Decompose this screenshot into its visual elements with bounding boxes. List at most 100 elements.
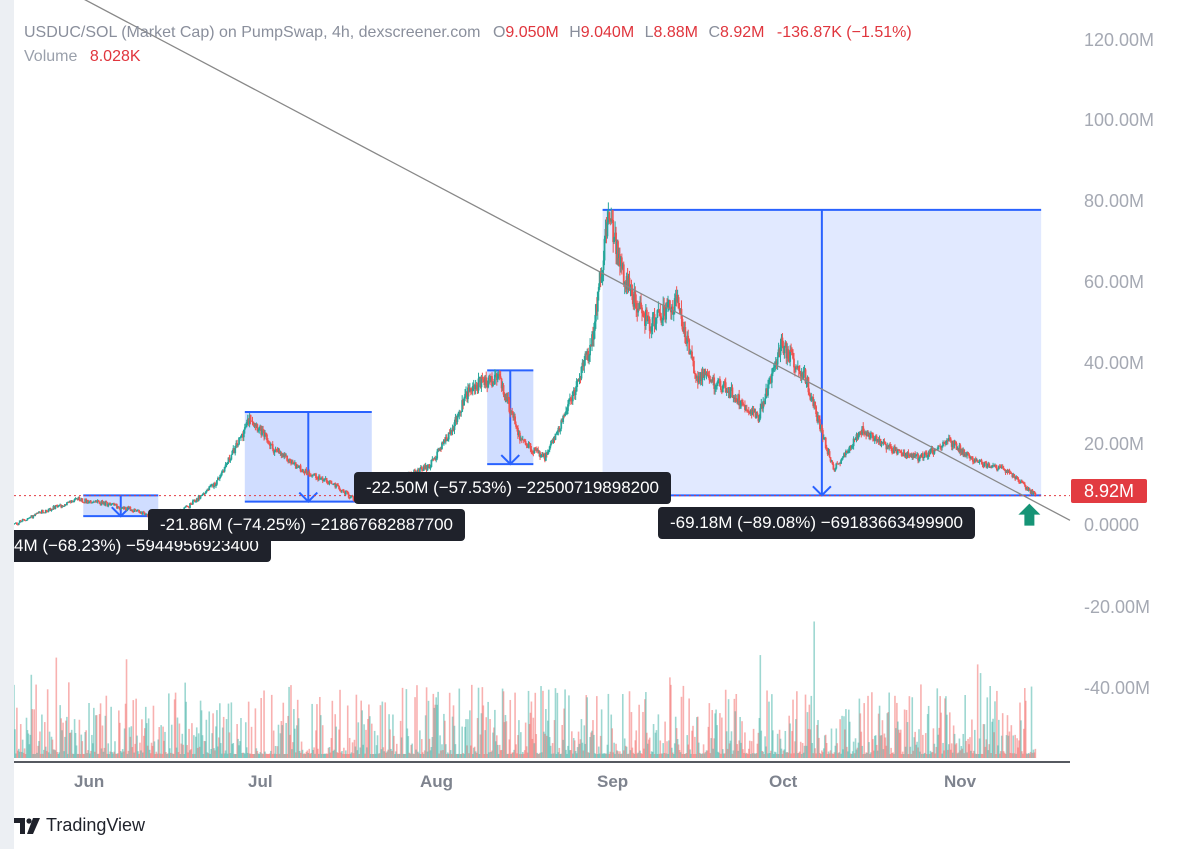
volume-bar [659,740,662,758]
volume-bar [580,719,583,758]
candle-body [584,353,587,361]
candle-body [745,408,748,411]
volume-bar [891,753,893,758]
volume-bar [421,752,424,758]
volume-bar [748,740,751,758]
candle-body [197,495,200,501]
candle-body [674,295,677,299]
volume-bar [116,753,118,758]
volume-bar [169,748,171,758]
candle-body [478,378,481,379]
candle-body [339,488,341,491]
candle-body [908,455,911,456]
candle-body [830,461,833,463]
volume-bar [278,753,281,758]
volume-bar [846,746,848,758]
volume-bar [894,695,896,758]
candle-body [122,507,125,510]
candle-body [504,393,507,398]
candle-body [603,238,606,261]
volume-bar [328,746,331,758]
volume-bar [1028,753,1031,758]
chart-canvas[interactable] [14,0,1200,849]
volume-bar [426,751,429,758]
candle-body [421,469,424,471]
candle-body [962,449,965,455]
volume-bar [394,753,396,758]
volume-bar [930,752,933,758]
candle-body [136,510,139,512]
volume-bar [669,677,671,758]
candle-body [901,455,904,457]
volume-bar [1013,753,1016,758]
candle-body [691,351,693,357]
volume-bar [635,730,638,758]
candle-body [247,418,250,424]
candle-body [258,427,261,431]
volume-bar [397,753,400,758]
candle-body [559,428,562,432]
candle-body [131,510,134,512]
candle-body [449,430,452,434]
volume-bar [996,690,998,758]
volume-bar [385,752,387,758]
candle-body [774,361,777,366]
candle-body [565,411,567,414]
candle-body [576,379,579,382]
candle-body [459,411,462,413]
volume-bar [851,751,854,758]
volume-bar [627,753,630,758]
candle-body [640,302,642,308]
volume-bar [431,737,434,758]
candle-body [544,453,547,461]
volume-bar [605,753,608,758]
volume-bar [371,753,374,758]
candle-body [346,491,349,494]
volume-bar [646,743,649,758]
candle-body [1001,466,1004,468]
volume-bar [24,754,27,758]
candle-body [867,432,869,437]
candle-body [255,424,258,427]
candle-body [341,490,343,492]
candle-body [132,511,135,513]
candle-body [84,498,87,503]
volume-bar [521,753,523,758]
volume-bar [27,733,30,758]
volume-bar [495,735,498,758]
volume-bar [845,709,847,758]
candle-body [497,373,500,375]
volume-bar [287,715,289,758]
candle-body [1022,483,1025,484]
volume-bar [606,744,609,758]
candle-body [980,459,983,462]
candle-body [895,449,898,454]
candle-body [239,437,241,439]
candle-body [48,508,51,510]
candle-body [686,335,689,344]
volume-bar [675,728,678,758]
candle-body [973,458,976,462]
volume-bar [59,705,61,758]
candle-body [467,387,469,400]
volume-bar [218,737,220,758]
volume-bar [42,753,44,758]
volume-bar [912,750,915,758]
candle-body [301,471,304,473]
volume-bar [496,744,499,758]
volume-bar [1030,686,1033,758]
candle-body [192,499,195,501]
volume-bar [143,735,145,758]
candle-body [960,449,963,453]
candle-body [285,455,288,457]
volume-bar [167,753,169,758]
tradingview-brand[interactable]: TradingView [14,815,145,836]
volume-bar [858,698,861,758]
volume-bar [707,726,710,758]
volume-bar [901,751,904,758]
candle-body [611,218,614,220]
candle-body [779,344,782,356]
volume-bar [403,753,406,758]
candle-body [577,379,580,381]
volume-bar [401,687,404,758]
